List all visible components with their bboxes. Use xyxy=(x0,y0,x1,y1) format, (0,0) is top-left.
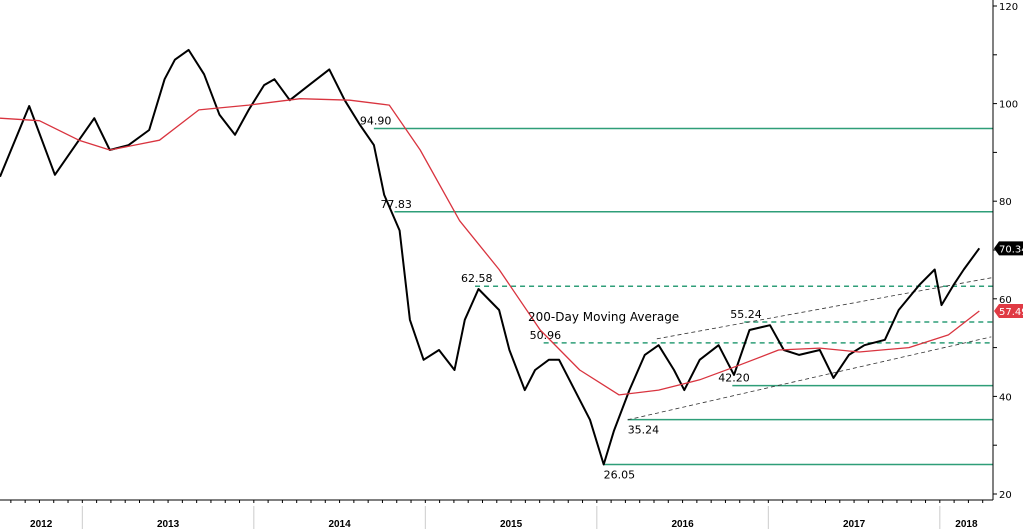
ma-label: 200-Day Moving Average xyxy=(528,310,679,324)
y-tick-label: 20 xyxy=(999,490,1012,501)
last-price-badge: 70.34 xyxy=(994,241,1023,256)
price-line xyxy=(0,48,981,466)
series-lines xyxy=(0,48,981,466)
last-price-value: 70.34 xyxy=(999,244,1023,255)
ma-value-badge: 57.49 xyxy=(994,304,1023,319)
y-tick-label: 80 xyxy=(999,197,1012,208)
x-year-label: 2018 xyxy=(955,519,978,529)
level-label: 42.20 xyxy=(718,372,750,385)
trend-channel xyxy=(627,277,992,421)
ma-value: 57.49 xyxy=(999,307,1023,318)
x-year-label: 2015 xyxy=(500,519,523,529)
y-tick-label: 60 xyxy=(999,295,1012,306)
x-year-label: 2016 xyxy=(671,519,694,529)
level-label: 77.83 xyxy=(380,198,412,211)
y-tick-label: 100 xyxy=(999,100,1018,111)
channel-line-upper xyxy=(656,277,992,340)
x-year-label: 2017 xyxy=(843,519,866,529)
level-label: 35.24 xyxy=(628,424,660,437)
level-label: 94.90 xyxy=(360,114,392,127)
x-year-label: 2014 xyxy=(328,519,351,529)
level-label: 62.58 xyxy=(461,272,493,285)
y-tick-label: 40 xyxy=(999,392,1012,403)
channel-line-lower xyxy=(627,336,992,421)
level-label: 26.05 xyxy=(604,468,636,481)
moving-average-line xyxy=(0,98,980,396)
x-year-label: 2012 xyxy=(30,519,53,529)
x-year-label: 2013 xyxy=(157,519,180,529)
level-label: 55.24 xyxy=(730,308,762,321)
y-tick-label: 120 xyxy=(999,2,1018,13)
